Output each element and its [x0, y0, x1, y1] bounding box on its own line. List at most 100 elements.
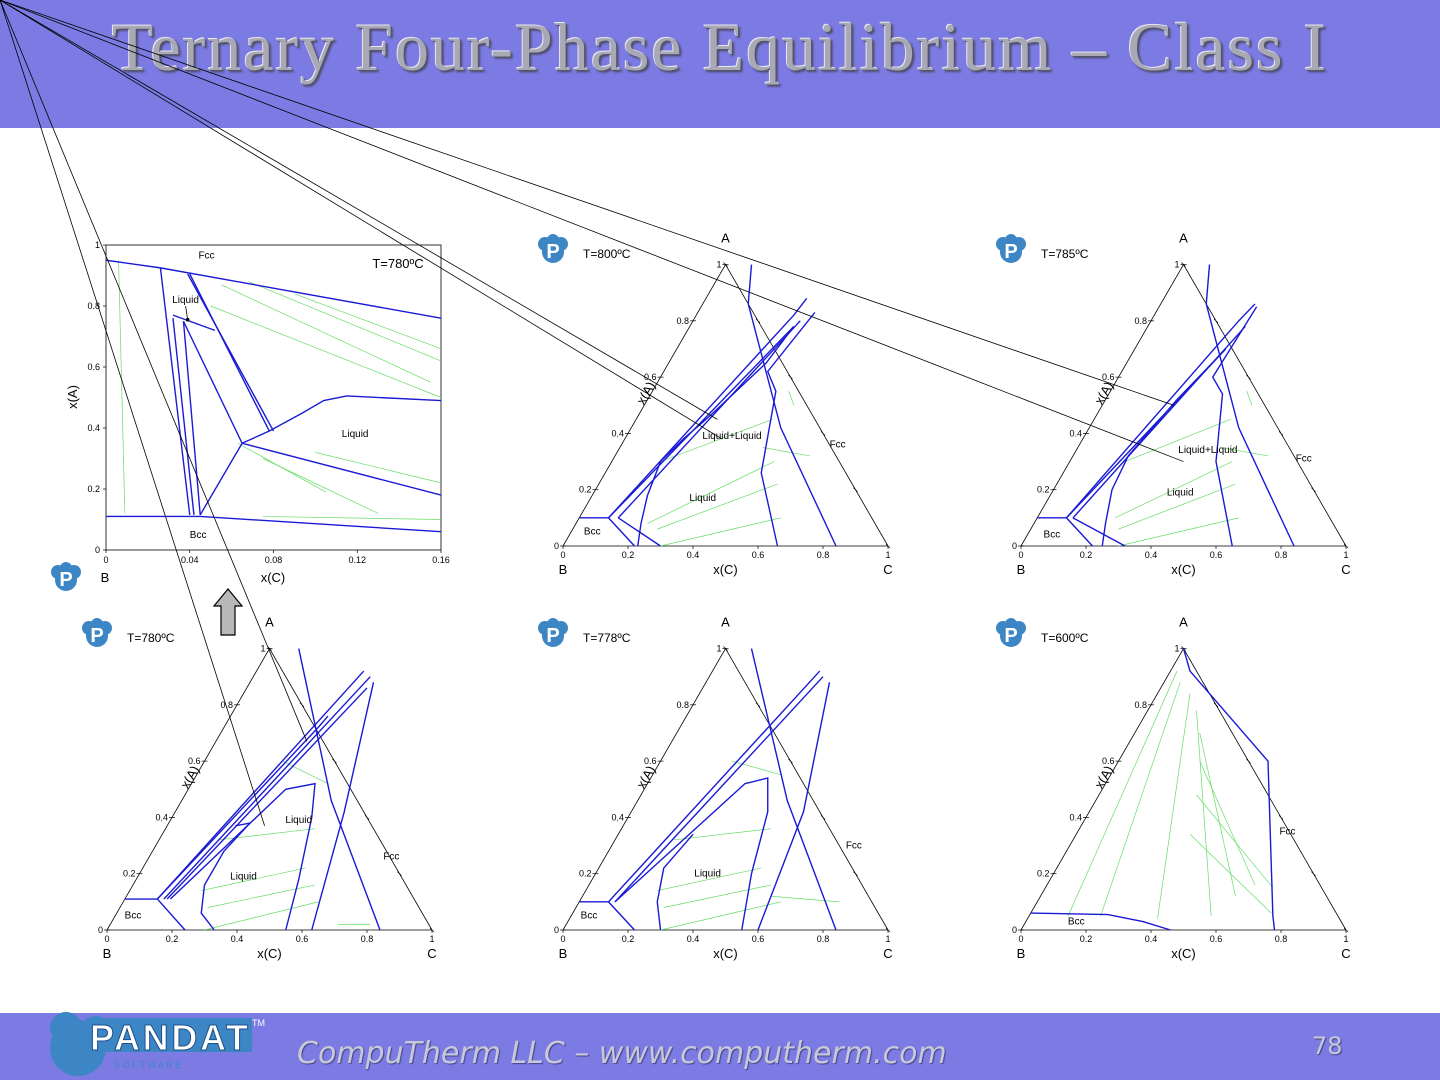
x-tick-label: 0.6 [752, 934, 765, 944]
a-tick-label: 0.8 [1134, 316, 1147, 326]
phase-boundary [311, 682, 375, 931]
y-tick-label: 0.6 [87, 362, 100, 372]
page-number: 78 [1312, 1032, 1343, 1060]
tie-line [1246, 391, 1253, 406]
pointer-head [185, 317, 190, 322]
tie-line [1196, 794, 1274, 889]
x-tick-label: 0.2 [622, 550, 635, 560]
phase-boundary [614, 676, 824, 903]
phase-label: Liquid+Liquid [702, 431, 761, 442]
x-tick-label: 0.2 [1080, 550, 1093, 560]
phase-boundary [169, 782, 316, 931]
tie-line [673, 828, 772, 841]
logo-cloud [547, 618, 559, 630]
up-arrow-icon [212, 588, 244, 636]
a-tick-label: 0.4 [1069, 812, 1082, 822]
phase-label: Fcc [198, 251, 214, 262]
right-tick [755, 318, 761, 324]
phase-label: Liquid [230, 871, 257, 882]
corner-label-b: B [103, 946, 112, 961]
phase-label: Fcc [1279, 826, 1295, 837]
pandat-p-icon: P [51, 562, 81, 591]
y-axis-label: x(A) [177, 763, 202, 791]
x-tick-label: 0.2 [1080, 934, 1093, 944]
right-tick [332, 758, 337, 764]
tie-line [204, 901, 319, 931]
right-tick [820, 815, 826, 820]
tie-line [1067, 670, 1178, 917]
tie-line [1118, 517, 1239, 547]
logo-cloud [91, 618, 103, 630]
phase-label: Liquid+Liquid [1178, 445, 1237, 456]
a-tick-label: 0.8 [676, 700, 689, 710]
tie-line [207, 884, 316, 908]
triangle-frame [106, 647, 433, 931]
temperature-label: T=600ºC [1041, 631, 1089, 645]
corner-label-c: C [1341, 562, 1350, 577]
corner-label-a: A [1179, 615, 1188, 630]
tie-line [1199, 732, 1236, 897]
pointer-line [0, 0, 308, 742]
phase-label: Bcc [584, 527, 601, 538]
a-tick-label: 0 [554, 925, 559, 935]
phase-label: Liquid [172, 295, 199, 306]
pandat-p-icon: P [996, 618, 1026, 647]
tie-line [210, 305, 442, 398]
a-tick-label: 0.2 [123, 869, 136, 879]
phase-boundary [757, 682, 831, 931]
corner-label-c: C [883, 946, 892, 961]
tie-line [1115, 461, 1233, 519]
logo-cloud [1005, 618, 1017, 630]
temperature-label: T=780ºC [127, 631, 175, 645]
phase-label: Liquid [285, 815, 312, 826]
phase-label: Bcc [190, 530, 207, 541]
right-tick [755, 702, 761, 708]
phase-boundary [163, 676, 371, 900]
corner-label-b: B [1017, 562, 1026, 577]
x-tick-label: 0.6 [1210, 550, 1223, 560]
y-axis-label: x(A) [65, 385, 80, 409]
a-tick-label: 0.4 [155, 812, 168, 822]
phase-boundary [614, 777, 769, 931]
right-tick [1246, 758, 1251, 764]
phase-boundary [579, 517, 636, 547]
footer-company-url: CompuTherm LLC – www.computherm.com [297, 1036, 947, 1071]
corner-label-c: C [427, 946, 436, 961]
y-axis-label: x(A) [633, 763, 658, 791]
tie-line [660, 901, 781, 931]
x-tick-label: 0.12 [348, 555, 366, 565]
right-tick [1278, 431, 1284, 436]
x-axis-label: x(C) [713, 946, 738, 961]
phase-boundary [1037, 517, 1094, 547]
logo-letter: P [59, 569, 72, 591]
tie-line [647, 461, 775, 524]
a-tick-label: 0.8 [220, 700, 233, 710]
x-axis-label: x(C) [713, 562, 738, 577]
corner-label-b: B [559, 562, 568, 577]
right-tick [788, 758, 793, 764]
a-tick-label: 1 [1174, 644, 1179, 654]
temperature-label: T=778ºC [583, 631, 631, 645]
x-tick-label: 0 [1018, 550, 1023, 560]
tie-line [788, 391, 795, 406]
triangle-frame [562, 647, 889, 931]
corner-label-a: A [721, 615, 730, 630]
x-tick-label: 0 [1018, 934, 1023, 944]
x-tick-label: 1 [429, 934, 434, 944]
right-tick [1246, 374, 1251, 380]
pointer-line [0, 0, 718, 420]
pointer-line [185, 305, 189, 320]
right-tick [364, 815, 370, 820]
x-tick-label: 0.4 [231, 934, 244, 944]
x-tick-label: 0.4 [1145, 550, 1158, 560]
logo-letter: P [546, 241, 559, 263]
pandat-p-icon: P [996, 234, 1026, 263]
tie-line [1199, 760, 1256, 886]
phase-boundary [579, 901, 636, 931]
logo-cloud [1005, 234, 1017, 246]
logo-letter: P [1004, 625, 1017, 647]
a-tick-label: 0.4 [611, 428, 624, 438]
tie-line [663, 884, 772, 908]
phase-boundary [124, 898, 186, 931]
tie-line [282, 760, 329, 784]
